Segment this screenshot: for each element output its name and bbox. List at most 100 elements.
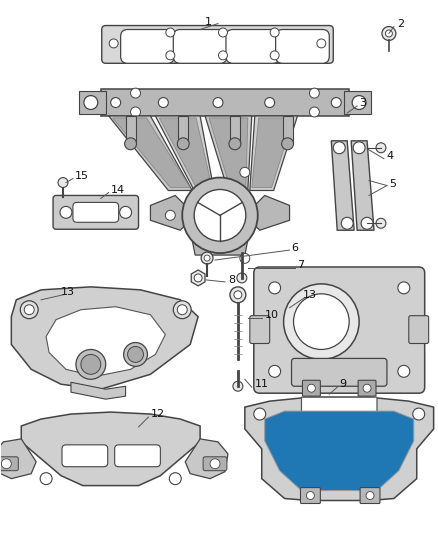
- Polygon shape: [265, 411, 414, 490]
- Polygon shape: [245, 196, 290, 230]
- Circle shape: [159, 98, 168, 108]
- Polygon shape: [126, 116, 135, 144]
- FancyBboxPatch shape: [303, 380, 320, 396]
- Text: 12: 12: [150, 409, 165, 419]
- FancyBboxPatch shape: [358, 380, 376, 396]
- Circle shape: [213, 98, 223, 108]
- Circle shape: [293, 294, 349, 350]
- FancyBboxPatch shape: [203, 457, 227, 471]
- Circle shape: [131, 88, 141, 98]
- Circle shape: [270, 28, 279, 37]
- Circle shape: [234, 291, 242, 299]
- Polygon shape: [351, 141, 374, 230]
- Polygon shape: [205, 116, 252, 190]
- Circle shape: [84, 95, 98, 109]
- Text: 4: 4: [387, 151, 394, 161]
- Circle shape: [413, 408, 425, 420]
- Circle shape: [282, 138, 293, 150]
- Polygon shape: [191, 270, 205, 286]
- FancyBboxPatch shape: [62, 445, 108, 467]
- Circle shape: [131, 107, 141, 117]
- Circle shape: [166, 28, 175, 37]
- Circle shape: [177, 138, 189, 150]
- Circle shape: [60, 206, 72, 219]
- Circle shape: [265, 98, 275, 108]
- Text: 8: 8: [228, 275, 235, 285]
- Polygon shape: [252, 118, 293, 188]
- Circle shape: [81, 354, 101, 374]
- Text: 3: 3: [359, 98, 366, 108]
- FancyBboxPatch shape: [409, 316, 429, 343]
- Circle shape: [268, 282, 281, 294]
- Polygon shape: [301, 397, 377, 461]
- Circle shape: [240, 253, 250, 263]
- Polygon shape: [178, 116, 188, 144]
- FancyBboxPatch shape: [53, 196, 138, 229]
- Circle shape: [307, 384, 315, 392]
- Polygon shape: [46, 307, 165, 376]
- Circle shape: [219, 51, 227, 60]
- Text: 10: 10: [265, 310, 279, 320]
- Text: 2: 2: [397, 19, 404, 29]
- FancyBboxPatch shape: [120, 29, 174, 63]
- Circle shape: [230, 287, 246, 303]
- Circle shape: [76, 350, 106, 379]
- Circle shape: [309, 107, 319, 117]
- Circle shape: [127, 346, 144, 362]
- Text: 14: 14: [111, 185, 125, 196]
- Circle shape: [20, 301, 38, 319]
- Circle shape: [194, 190, 246, 241]
- Circle shape: [182, 177, 258, 253]
- Polygon shape: [0, 439, 36, 479]
- Circle shape: [194, 274, 202, 282]
- Circle shape: [173, 301, 191, 319]
- Polygon shape: [331, 141, 354, 230]
- Circle shape: [398, 365, 410, 377]
- Polygon shape: [159, 118, 212, 188]
- Polygon shape: [155, 116, 214, 190]
- Circle shape: [307, 491, 314, 499]
- FancyBboxPatch shape: [0, 457, 18, 471]
- Circle shape: [170, 473, 181, 484]
- FancyBboxPatch shape: [115, 445, 160, 467]
- Circle shape: [366, 491, 374, 499]
- Text: 6: 6: [292, 243, 299, 253]
- Polygon shape: [230, 116, 240, 144]
- Circle shape: [177, 305, 187, 314]
- Polygon shape: [21, 412, 200, 486]
- Circle shape: [165, 211, 175, 220]
- Circle shape: [1, 459, 11, 469]
- FancyBboxPatch shape: [360, 488, 380, 504]
- FancyBboxPatch shape: [292, 358, 387, 386]
- Text: 7: 7: [297, 260, 304, 270]
- Circle shape: [166, 51, 175, 60]
- Circle shape: [353, 142, 365, 154]
- Circle shape: [219, 28, 227, 37]
- Circle shape: [363, 384, 371, 392]
- Circle shape: [376, 143, 386, 153]
- FancyBboxPatch shape: [73, 203, 119, 222]
- Circle shape: [204, 255, 210, 261]
- Text: 11: 11: [255, 379, 269, 389]
- Text: 9: 9: [339, 379, 346, 389]
- Circle shape: [341, 217, 353, 229]
- Circle shape: [124, 343, 148, 366]
- Polygon shape: [283, 116, 293, 144]
- Text: 13: 13: [61, 287, 75, 297]
- Polygon shape: [101, 89, 349, 116]
- Text: 5: 5: [389, 179, 396, 189]
- Circle shape: [317, 39, 326, 48]
- Circle shape: [109, 39, 118, 48]
- FancyBboxPatch shape: [300, 488, 320, 504]
- Circle shape: [283, 284, 359, 359]
- Circle shape: [268, 365, 281, 377]
- Polygon shape: [106, 29, 329, 59]
- Circle shape: [385, 30, 392, 37]
- Polygon shape: [209, 118, 248, 188]
- Circle shape: [382, 27, 396, 41]
- Circle shape: [210, 459, 220, 469]
- FancyBboxPatch shape: [102, 26, 333, 63]
- FancyBboxPatch shape: [226, 29, 279, 63]
- Text: 13: 13: [303, 290, 317, 300]
- Circle shape: [229, 138, 241, 150]
